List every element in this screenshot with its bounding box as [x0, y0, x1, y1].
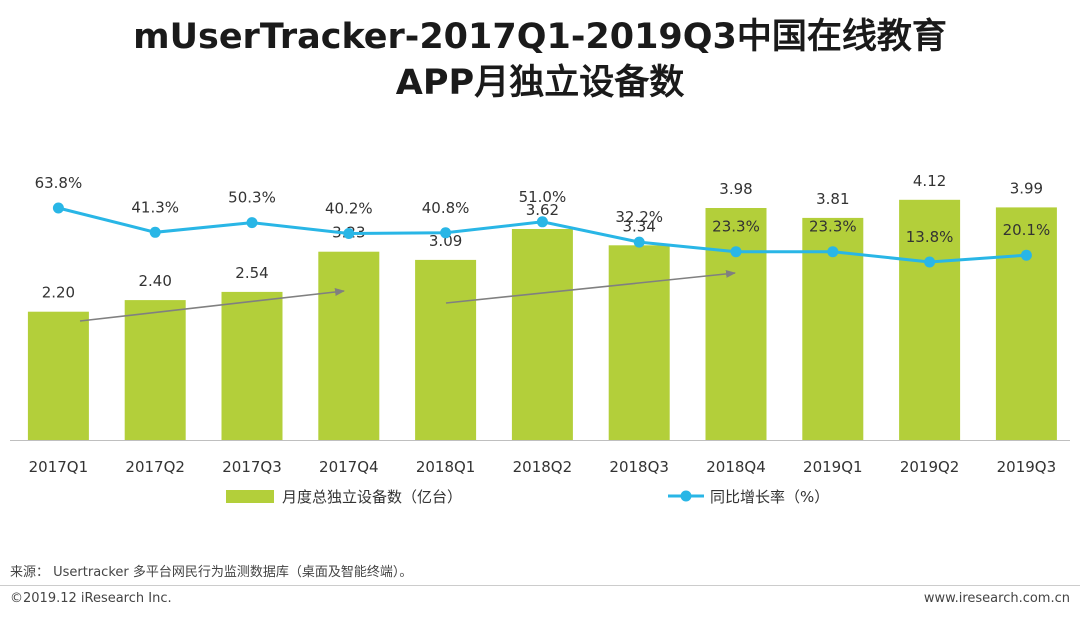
x-tick-label: 2018Q2 — [513, 458, 573, 476]
growth-rate-point — [440, 227, 452, 239]
growth-rate-point — [1020, 249, 1032, 261]
growth-rate-point — [730, 246, 742, 258]
legend-label-line: 同比增长率（%） — [710, 488, 829, 506]
bar — [995, 207, 1057, 440]
legend-swatch-bar — [226, 490, 274, 503]
bar-data-label: 2.20 — [42, 284, 75, 302]
bar-data-label: 3.99 — [1010, 179, 1043, 197]
growth-rate-point — [827, 246, 839, 258]
line-data-label: 23.3% — [712, 218, 760, 236]
bar-data-label: 4.12 — [913, 172, 946, 190]
legend-swatch-marker — [680, 490, 692, 502]
x-tick-label: 2019Q2 — [900, 458, 960, 476]
line-data-label: 23.3% — [809, 218, 857, 236]
bar — [608, 245, 670, 440]
line-data-label: 32.2% — [615, 208, 663, 226]
bar-data-label: 3.81 — [816, 190, 849, 208]
x-tick-label: 2017Q1 — [29, 458, 89, 476]
x-tick-label: 2018Q4 — [706, 458, 766, 476]
x-tick-label: 2017Q3 — [222, 458, 282, 476]
website-url: www.iresearch.com.cn — [923, 591, 1070, 606]
line-data-label: 20.1% — [1003, 221, 1051, 239]
chart-canvas: 2.202.402.543.233.093.623.343.983.814.12… — [10, 172, 1070, 506]
chart-title-line1: mUserTracker-2017Q1-2019Q3中国在线教育 — [133, 17, 947, 57]
growth-rate-point — [246, 217, 258, 229]
line-data-label: 40.8% — [422, 199, 470, 217]
line-data-label: 63.8% — [35, 174, 83, 192]
trend-arrow — [79, 288, 345, 322]
line-data-label: 41.3% — [131, 198, 179, 216]
bar — [221, 291, 283, 440]
bar — [318, 251, 380, 440]
bar-data-label: 3.34 — [622, 217, 655, 235]
line-data-label: 50.3% — [228, 189, 276, 207]
chart-title-line2: APP月独立设备数 — [395, 63, 685, 103]
x-tick-label: 2017Q2 — [125, 458, 185, 476]
line-data-label: 40.2% — [325, 200, 373, 218]
line-data-label: 13.8% — [906, 228, 954, 246]
source-note: 来源： Usertracker 多平台网民行为监测数据库（桌面及智能终端）。 — [10, 565, 413, 580]
growth-rate-point — [633, 236, 645, 248]
bar-data-label: 2.54 — [235, 264, 268, 282]
x-tick-label: 2019Q1 — [803, 458, 863, 476]
bar-data-label: 3.98 — [719, 180, 752, 198]
bar — [124, 300, 186, 440]
line-data-label: 51.0% — [519, 188, 567, 206]
bar-data-label: 2.40 — [138, 272, 171, 290]
x-tick-label: 2018Q3 — [609, 458, 669, 476]
growth-rate-point — [343, 228, 355, 239]
bar-data-label: 3.62 — [526, 201, 559, 219]
bar — [899, 199, 961, 440]
x-tick-label: 2017Q4 — [319, 458, 379, 476]
growth-rate-point — [536, 216, 548, 228]
bar — [415, 259, 477, 440]
copyright-text: ©2019.12 iResearch Inc. — [10, 591, 172, 606]
growth-rate-point — [52, 202, 64, 214]
bar — [27, 311, 89, 440]
bar — [705, 208, 767, 440]
trend-arrow — [445, 269, 736, 304]
x-tick-label: 2019Q3 — [997, 458, 1057, 476]
footer-divider — [0, 585, 1080, 586]
x-tick-label: 2018Q1 — [416, 458, 476, 476]
bar-data-label: 3.09 — [429, 232, 462, 250]
chart-title: mUserTracker-2017Q1-2019Q3中国在线教育 APP月独立设… — [0, 14, 1080, 106]
legend-label-bar: 月度总独立设备数（亿台） — [282, 488, 462, 506]
growth-rate-point — [924, 256, 936, 268]
bar — [511, 229, 573, 440]
growth-rate-point — [149, 226, 161, 238]
